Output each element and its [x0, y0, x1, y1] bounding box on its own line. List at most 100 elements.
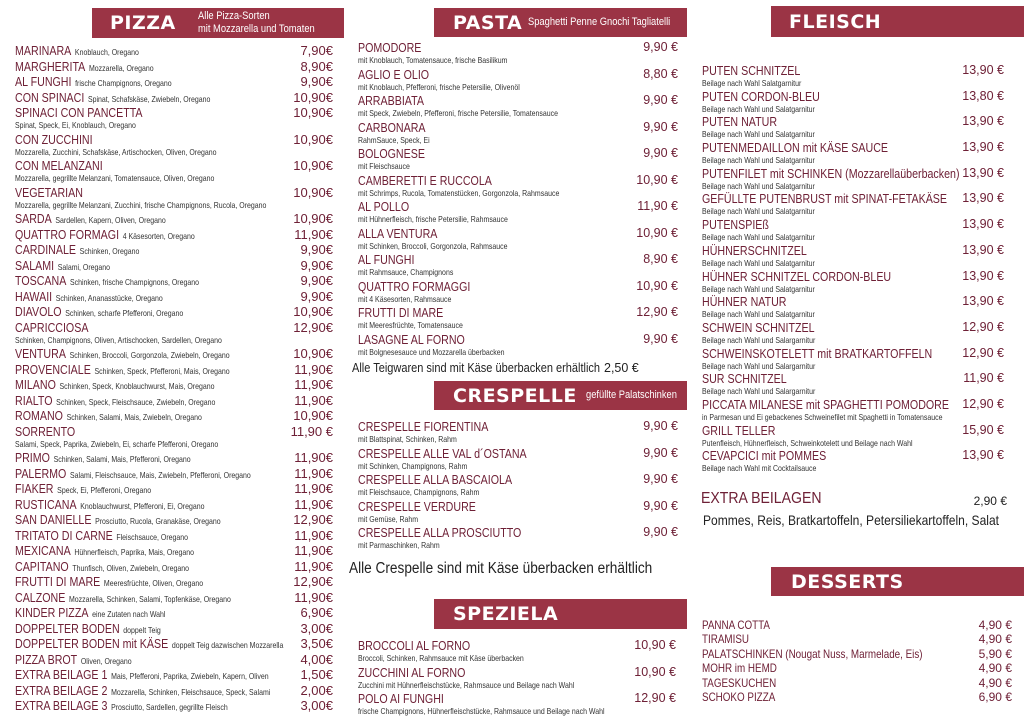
- pasta-note-text: Alle Teigwaren sind mit Käse überbacken …: [352, 361, 601, 375]
- menu-item-price: 13,90 €: [962, 268, 1004, 283]
- menu-item-price: 8,90 €: [643, 252, 678, 266]
- menu-item: AL FUNGHI mit Rahmsauce, Champignons 8,90 …: [358, 252, 678, 279]
- menu-item-description: Beilage nach Wahl und Salatgarnitur: [702, 206, 815, 217]
- menu-item-line: PUTENMEDAILLON mit KÄSE SAUCE: [702, 140, 950, 155]
- menu-item-name: PICCATA MILANESE mit SPAGHETTI POMODORE: [702, 396, 949, 412]
- menu-item-price: 3,00€: [300, 698, 333, 713]
- menu-item-name: AL FUNGHI: [15, 74, 72, 89]
- menu-item-line: CALZONE Mozzarella, Schinken, Salami, To…: [15, 590, 276, 608]
- extra-beilagen-title: EXTRA BEILAGEN: [701, 490, 822, 507]
- menu-item-price: 4,90 €: [978, 618, 1012, 632]
- menu-item-line: SAN DANIELLE Prosciutto, Rucola, Granakä…: [15, 512, 276, 530]
- menu-item: TOSCANA Schinken, frische Champignons, O…: [15, 273, 333, 289]
- menu-item-price: 12,90€: [293, 512, 333, 527]
- menu-item-line: PUTEN SCHNITZEL: [702, 63, 950, 78]
- menu-item-price: 4,90 €: [978, 632, 1012, 647]
- menu-item-price: 13,90 €: [962, 165, 1004, 180]
- menu-item-description: Beilage nach Wahl und Salargarnitur: [702, 334, 816, 345]
- menu-item: PALERMO Salami, Fleischsauce, Mais, Zwie…: [15, 466, 333, 482]
- menu-item-description: Mais, Pfefferoni, Paprika, Zwiebeln, Kap…: [111, 671, 269, 681]
- menu-item: GEFÜLLTE PUTENBRUST mit SPINAT-FETAKÄSE B…: [702, 191, 1004, 217]
- menu-item-name: AL POLLO: [358, 199, 410, 214]
- menu-item-line: CEVAPCICI mit POMMES: [702, 448, 950, 463]
- menu-item-name: SAN DANIELLE: [15, 512, 92, 527]
- menu-item-description: mit Blattspinat, Schinken, Rahm: [358, 434, 457, 444]
- pasta-note-price: 2,50 €: [604, 361, 639, 375]
- menu-item-price: 7,90€: [300, 43, 333, 58]
- pasta-subtitle: Spaghetti Penne Gnochi Tagliatelli: [528, 16, 671, 28]
- menu-item: PUTENFILET mit SCHINKEN (Mozzarellaüberb…: [702, 166, 1004, 192]
- menu-item: MEXICANA Hühnerfleisch, Paprika, Mais, O…: [15, 543, 333, 559]
- menu-item-description: Salami, Oregano: [57, 261, 111, 272]
- extra-beilagen: EXTRA BEILAGEN 2,90 €: [701, 490, 1007, 508]
- menu-item: CRESPELLE ALLA BASCAIOLA mit Fleischsauce…: [358, 472, 678, 499]
- menu-item-price: 10,90 €: [636, 278, 678, 293]
- menu-item-price: 8,90€: [300, 58, 333, 74]
- menu-item: HAWAII Schinken, Ananasstücke, Oregano 9,…: [15, 289, 333, 305]
- menu-item: MARINARA Knoblauch, Oregano 7,90€: [15, 43, 333, 59]
- menu-item-price: 9,90 €: [643, 40, 678, 54]
- menu-item-price: 10,90€: [293, 158, 333, 173]
- menu-item: PANNA COTTA 4,90 €: [702, 618, 1012, 632]
- menu-item-line: MARINARA Knoblauch, Oregano: [15, 43, 276, 61]
- menu-item-line: CON MELANZANI: [15, 158, 276, 173]
- menu-item-price: 11,90€: [294, 465, 333, 481]
- menu-item-line: VENTURA Schinken, Broccoli, Gorgonzola, …: [15, 346, 276, 364]
- menu-item-line: ZUCCHINI AL FORNO: [358, 665, 619, 680]
- menu-item-name: CARBONARA: [358, 119, 426, 135]
- menu-item-description: Mozzarella, Zucchini, Schafskäse, Artisc…: [15, 146, 217, 157]
- menu-item: RIALTO Schinken, Speck, Fleischsauce, Zw…: [15, 393, 333, 409]
- menu-item-name: EXTRA BEILAGE 1: [15, 667, 108, 682]
- menu-item-line: DOPPELTER BODEN mit KÄSE doppelt Teig da…: [15, 636, 283, 654]
- menu-item: PUTEN CORDON-BLEU Beilage nach Wahl und S…: [702, 89, 1004, 115]
- menu-item-price: 3,00€: [300, 620, 333, 636]
- menu-item-line: PANNA COTTA: [702, 618, 956, 632]
- menu-item-line: QUATTRO FORMAGI 4 Käsesorten, Oregano: [15, 227, 276, 245]
- menu-item-price: 1,50€: [300, 667, 333, 682]
- menu-item-line: BOLOGNESE: [358, 146, 620, 161]
- menu-item-line: EXTRA BEILAGE 1 Mais, Pfefferoni, Paprik…: [15, 667, 276, 685]
- menu-item-line: PUTEN CORDON-BLEU: [702, 89, 950, 104]
- menu-item: DOPPELTER BODEN mit KÄSE doppelt Teig da…: [15, 636, 333, 652]
- crespelle-title: CRESPELLE: [453, 384, 577, 407]
- menu-item-name: CARDINALE: [15, 242, 77, 257]
- menu-item: CON ZUCCHINI Mozzarella, Zucchini, Schafs…: [15, 132, 333, 159]
- menu-item-price: 10,90€: [293, 89, 333, 105]
- menu-item-name: CAPRICCIOSA: [15, 319, 89, 335]
- menu-item-name: EXTRA BEILAGE 2: [15, 682, 108, 698]
- menu-item: ALLA VENTURA mit Schinken, Broccoli, Gorg…: [358, 226, 678, 253]
- menu-item: CAPITANO Thunfisch, Oliven, Zwiebeln, Or…: [15, 559, 333, 575]
- menu-item-line: MARGHERITA Mozzarella, Oregano: [15, 59, 276, 77]
- menu-item-name: SCHWEINSKOTELETT mit BRATKARTOFFELN: [702, 345, 933, 361]
- menu-item-name: CON SPINACI: [15, 89, 85, 105]
- menu-item: ARRABBIATA mit Speck, Zwiebeln, Pfefferon…: [358, 93, 678, 120]
- menu-item: GRILL TELLER Putenfleisch, Hühnerfleisch,…: [702, 423, 1004, 449]
- menu-item-name: PUTENSPIEß: [702, 217, 769, 233]
- menu-item-line: ARRABBIATA: [358, 93, 620, 108]
- menu-item-description: mit Parmaschinken, Rahm: [358, 540, 440, 550]
- menu-item-price: 9,90€: [300, 74, 333, 89]
- menu-item: PRIMO Schinken, Salami, Mais, Pfefferoni…: [15, 450, 333, 466]
- menu-item: VEGETARIAN Mozzarella, gegrillte Melanzan…: [15, 185, 333, 212]
- menu-item-line: SPINACI CON PANCETTA: [15, 105, 276, 120]
- menu-item-price: 9,90 €: [643, 525, 678, 539]
- menu-item-price: 11,90 €: [290, 423, 333, 439]
- menu-item-name: KINDER PIZZA: [15, 605, 89, 620]
- pizza-title: PIZZA: [110, 12, 176, 34]
- menu-item: PALATSCHINKEN (Nougat Nuss, Marmelade, E…: [702, 647, 1012, 661]
- menu-item-price: 9,90 €: [643, 146, 678, 160]
- menu-item: VENTURA Schinken, Broccoli, Gorgonzola, …: [15, 346, 333, 362]
- menu-item-name: PUTEN SCHNITZEL: [702, 63, 801, 78]
- menu-item-description: Mozzarella, gegrillte Melanzani, Tomaten…: [15, 173, 215, 183]
- menu-item-description: Mozzarella, Schinken, Fleischsauce, Spec…: [111, 686, 271, 697]
- extra-beilagen-price: 2,90 €: [973, 494, 1007, 508]
- menu-item-line: BROCCOLI AL FORNO: [358, 638, 619, 653]
- menu-item-line: GRILL TELLER: [702, 423, 950, 438]
- menu-item-line: AL FUNGHI frische Champignons, Oregano: [15, 74, 276, 92]
- menu-item-description: mit Bolgnesesauce und Mozzarella überbac…: [358, 346, 505, 357]
- menu-item-line: PUTENSPIEß: [702, 217, 950, 232]
- menu-item-line: AL POLLO: [358, 199, 620, 214]
- menu-item-description: Schinken, Salami, Mais, Zwiebeln, Oregan…: [66, 412, 202, 422]
- menu-item-price: 8,80 €: [643, 66, 678, 81]
- menu-item-name: AL FUNGHI: [358, 252, 415, 267]
